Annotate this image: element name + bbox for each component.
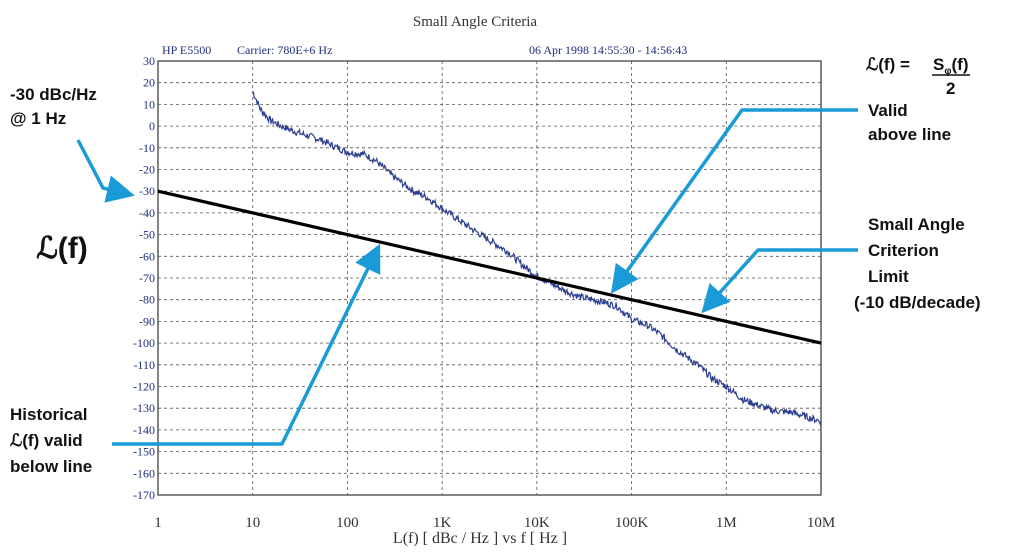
- annotation-limit-line1: Small Angle: [868, 215, 965, 234]
- x-tick-label: 100K: [615, 515, 649, 531]
- y-tick-label: -40: [139, 206, 155, 220]
- arrow-limit: [701, 248, 858, 314]
- x-tick-labels: 1 10 100 1K 10K 100K 1M 10M: [154, 515, 835, 531]
- y-tick-label: -130: [133, 401, 155, 415]
- x-axis-label: L(f) [ dBc / Hz ] vs f [ Hz ]: [393, 530, 567, 547]
- y-tick-label: -100: [133, 336, 155, 350]
- y-tick-label: -120: [133, 380, 155, 394]
- header-carrier: Carrier: 780E+6 Hz: [237, 43, 332, 57]
- header-instrument: HP E5500: [162, 43, 211, 57]
- x-tick-label: 10: [245, 515, 260, 531]
- y-tick-label: -80: [139, 293, 155, 307]
- small-angle-limit-line: [157, 189, 822, 345]
- annotation-valid-line2: above line: [868, 125, 951, 144]
- x-tick-label: 1K: [433, 515, 452, 531]
- y-tick-label: 10: [143, 97, 155, 111]
- y-tick-label: -50: [139, 228, 155, 242]
- y-tick-label: -20: [139, 163, 155, 177]
- y-tick-label: 0: [149, 119, 155, 133]
- x-tick-label: 10K: [524, 515, 550, 531]
- y-tick-label: 30: [143, 54, 155, 68]
- y-tick-label: -160: [133, 466, 155, 480]
- y-tick-label: -30: [139, 184, 155, 198]
- annotation-limit-line4: (-10 dB/decade): [854, 293, 981, 312]
- annotation-limit-line2: Criterion: [868, 241, 939, 260]
- x-tick-label: 1M: [716, 515, 737, 531]
- y-tick-label: -70: [139, 271, 155, 285]
- annotation-limit-line3: Limit: [868, 267, 909, 286]
- arrow-historical: [112, 243, 381, 446]
- x-tick-label: 1: [154, 515, 162, 531]
- grid-lines: [158, 61, 821, 495]
- chart-title: Small Angle Criteria: [413, 14, 537, 30]
- annotation-point-line1: -30 dBc/Hz: [10, 85, 97, 104]
- annotation-point-line2: @ 1 Hz: [10, 109, 66, 128]
- header-datetime: 06 Apr 1998 14:55:30 - 14:56:43: [529, 43, 687, 57]
- formula-num-s: S: [933, 55, 944, 74]
- formula-numerator: Sφ(f): [933, 55, 968, 77]
- formula-denominator: 2: [946, 79, 955, 98]
- x-tick-label: 100: [336, 515, 359, 531]
- formula-num-rest: (f): [952, 55, 969, 74]
- y-tick-label: -60: [139, 249, 155, 263]
- x-tick-label: 10M: [807, 515, 835, 531]
- annotation-valid-line1: Valid: [868, 101, 908, 120]
- y-tick-label: -140: [133, 423, 155, 437]
- y-axis-label: ℒ(f): [36, 232, 88, 265]
- y-tick-label: -170: [133, 488, 155, 502]
- annotation-hist-line3: below line: [10, 457, 92, 476]
- annotation-hist-line1: Historical: [10, 405, 87, 424]
- y-tick-label: -10: [139, 141, 155, 155]
- y-tick-label: -110: [133, 358, 155, 372]
- arrow-valid-above: [610, 108, 858, 294]
- y-tick-labels: 30 20 10 0 -10 -20 -30 -40 -50 -60 -70 -80 -90 -100 -1…: [133, 54, 155, 502]
- annotation-hist-line2: ℒ(f) valid: [10, 431, 83, 450]
- y-tick-label: -150: [133, 445, 155, 459]
- formula-num-sub: φ: [944, 66, 951, 77]
- y-tick-label: -90: [139, 314, 155, 328]
- y-tick-label: 20: [143, 76, 155, 90]
- arrow-point-label: [76, 139, 135, 203]
- formula-lhs: ℒ(f) =: [866, 55, 910, 74]
- formula-annotation: ℒ(f) = Sφ(f) 2: [866, 55, 970, 98]
- phase-noise-series-line: [252, 91, 822, 426]
